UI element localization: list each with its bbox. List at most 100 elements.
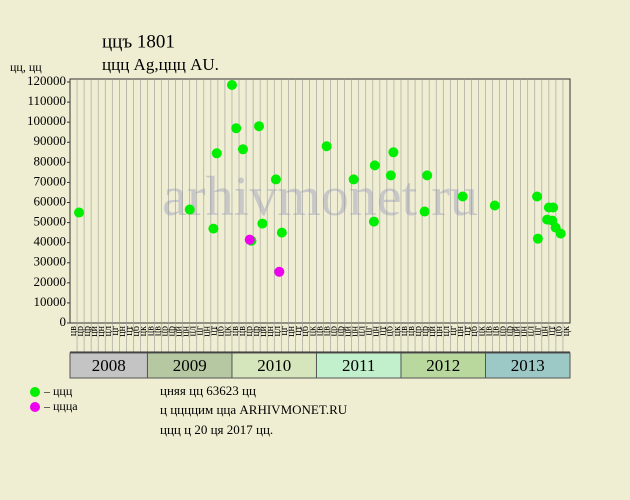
month-label: цй (173, 325, 184, 336)
y-tick-label: 60000 (34, 193, 67, 208)
point (208, 223, 219, 234)
month-label: цт (462, 325, 473, 335)
point (532, 191, 543, 202)
month-label: цр (82, 326, 93, 336)
month-label: цн (202, 325, 213, 336)
point (254, 121, 265, 132)
month-label: цн (265, 325, 276, 336)
legend-label: – ццц (43, 384, 73, 398)
point (457, 191, 468, 202)
month-label: цн (519, 325, 530, 336)
month-label: цт (124, 325, 135, 335)
y-tick-label: 0 (60, 314, 67, 329)
month-label: цн (371, 325, 382, 336)
month-label: цл (441, 326, 452, 336)
month-label: цн (350, 325, 361, 336)
month-label: цб (216, 326, 227, 336)
footer-line: ццц ц 20 ця 2017 цц. (160, 422, 273, 437)
month-label: цв (490, 326, 501, 336)
chart-subtitle: ццц Ag,ццц AU. (102, 55, 219, 74)
month-label: цк (561, 326, 572, 336)
month-label: цн (434, 325, 445, 336)
year-label: 2010 (257, 356, 291, 375)
plot-frame (69, 78, 571, 324)
footer-line: цняя цц 63623 цц (160, 383, 256, 398)
month-label: цб (554, 326, 565, 336)
month-label: цн (540, 325, 551, 336)
y-tick-label: 30000 (34, 254, 67, 269)
month-label: цк (476, 326, 487, 336)
month-label: цр (413, 326, 424, 336)
point (237, 144, 248, 155)
point (211, 148, 222, 159)
month-label: цг (279, 326, 290, 335)
month-label: цг (448, 326, 459, 335)
month-label: цн (455, 325, 466, 336)
year-band (231, 352, 317, 379)
point (184, 204, 195, 215)
month-label: цб (469, 326, 480, 336)
year-band (484, 352, 571, 379)
month-label: цл (272, 326, 283, 336)
month-label: цг (533, 326, 544, 335)
point (226, 80, 237, 91)
month-label: цб (385, 326, 396, 336)
y-tick-label: 50000 (34, 214, 67, 229)
y-tick-label: 80000 (34, 153, 67, 168)
legend-marker (30, 387, 40, 397)
month-label: цв (483, 326, 494, 336)
month-label: цр (159, 326, 170, 336)
point (257, 218, 268, 229)
point (274, 266, 285, 277)
month-label: цб (300, 326, 311, 336)
y-tick-label: 120000 (27, 73, 66, 88)
y-tick-label: 70000 (34, 173, 67, 188)
month-label: цн (117, 325, 128, 336)
month-label: цн (286, 325, 297, 336)
legend-label: – цццa (43, 399, 78, 413)
month-label: цк (138, 326, 149, 336)
month-label: цт (547, 325, 558, 335)
month-label: цт (293, 325, 304, 335)
month-label: цк (223, 326, 234, 336)
month-label: цр (166, 326, 177, 336)
month-label: цр (335, 326, 346, 336)
month-label: цн (180, 325, 191, 336)
month-label: цй (258, 325, 269, 336)
month-label: цй (342, 325, 353, 336)
y-tick-label: 20000 (34, 274, 67, 289)
year-label: 2009 (173, 356, 207, 375)
y-tick-label: 100000 (27, 113, 66, 128)
chart-title: ццъ 1801 (102, 31, 175, 52)
point (385, 170, 396, 181)
year-label: 2013 (511, 356, 545, 375)
point (388, 147, 399, 158)
month-label: цв (399, 326, 410, 336)
month-label: цл (188, 326, 199, 336)
point (276, 227, 287, 238)
month-label: цй (511, 325, 522, 336)
month-label: цк (307, 326, 318, 336)
point (489, 200, 500, 211)
point (369, 160, 380, 171)
month-label: цг (195, 326, 206, 335)
month-label: цл (103, 326, 114, 336)
point (270, 174, 281, 185)
point (548, 202, 559, 213)
month-label: цр (75, 326, 86, 336)
point (348, 174, 359, 185)
month-label: цг (110, 326, 121, 335)
legend-marker (30, 402, 40, 412)
point (422, 170, 433, 181)
y-axis-label: цц, цц (10, 60, 42, 74)
y-tick-label: 10000 (34, 294, 67, 309)
year-band (69, 352, 148, 379)
month-label: цб (131, 326, 142, 336)
month-label: цг (364, 326, 375, 335)
year-label: 2012 (426, 356, 460, 375)
point (555, 228, 566, 239)
month-label: цв (321, 326, 332, 336)
month-label: цл (526, 326, 537, 336)
month-label: цр (497, 326, 508, 336)
